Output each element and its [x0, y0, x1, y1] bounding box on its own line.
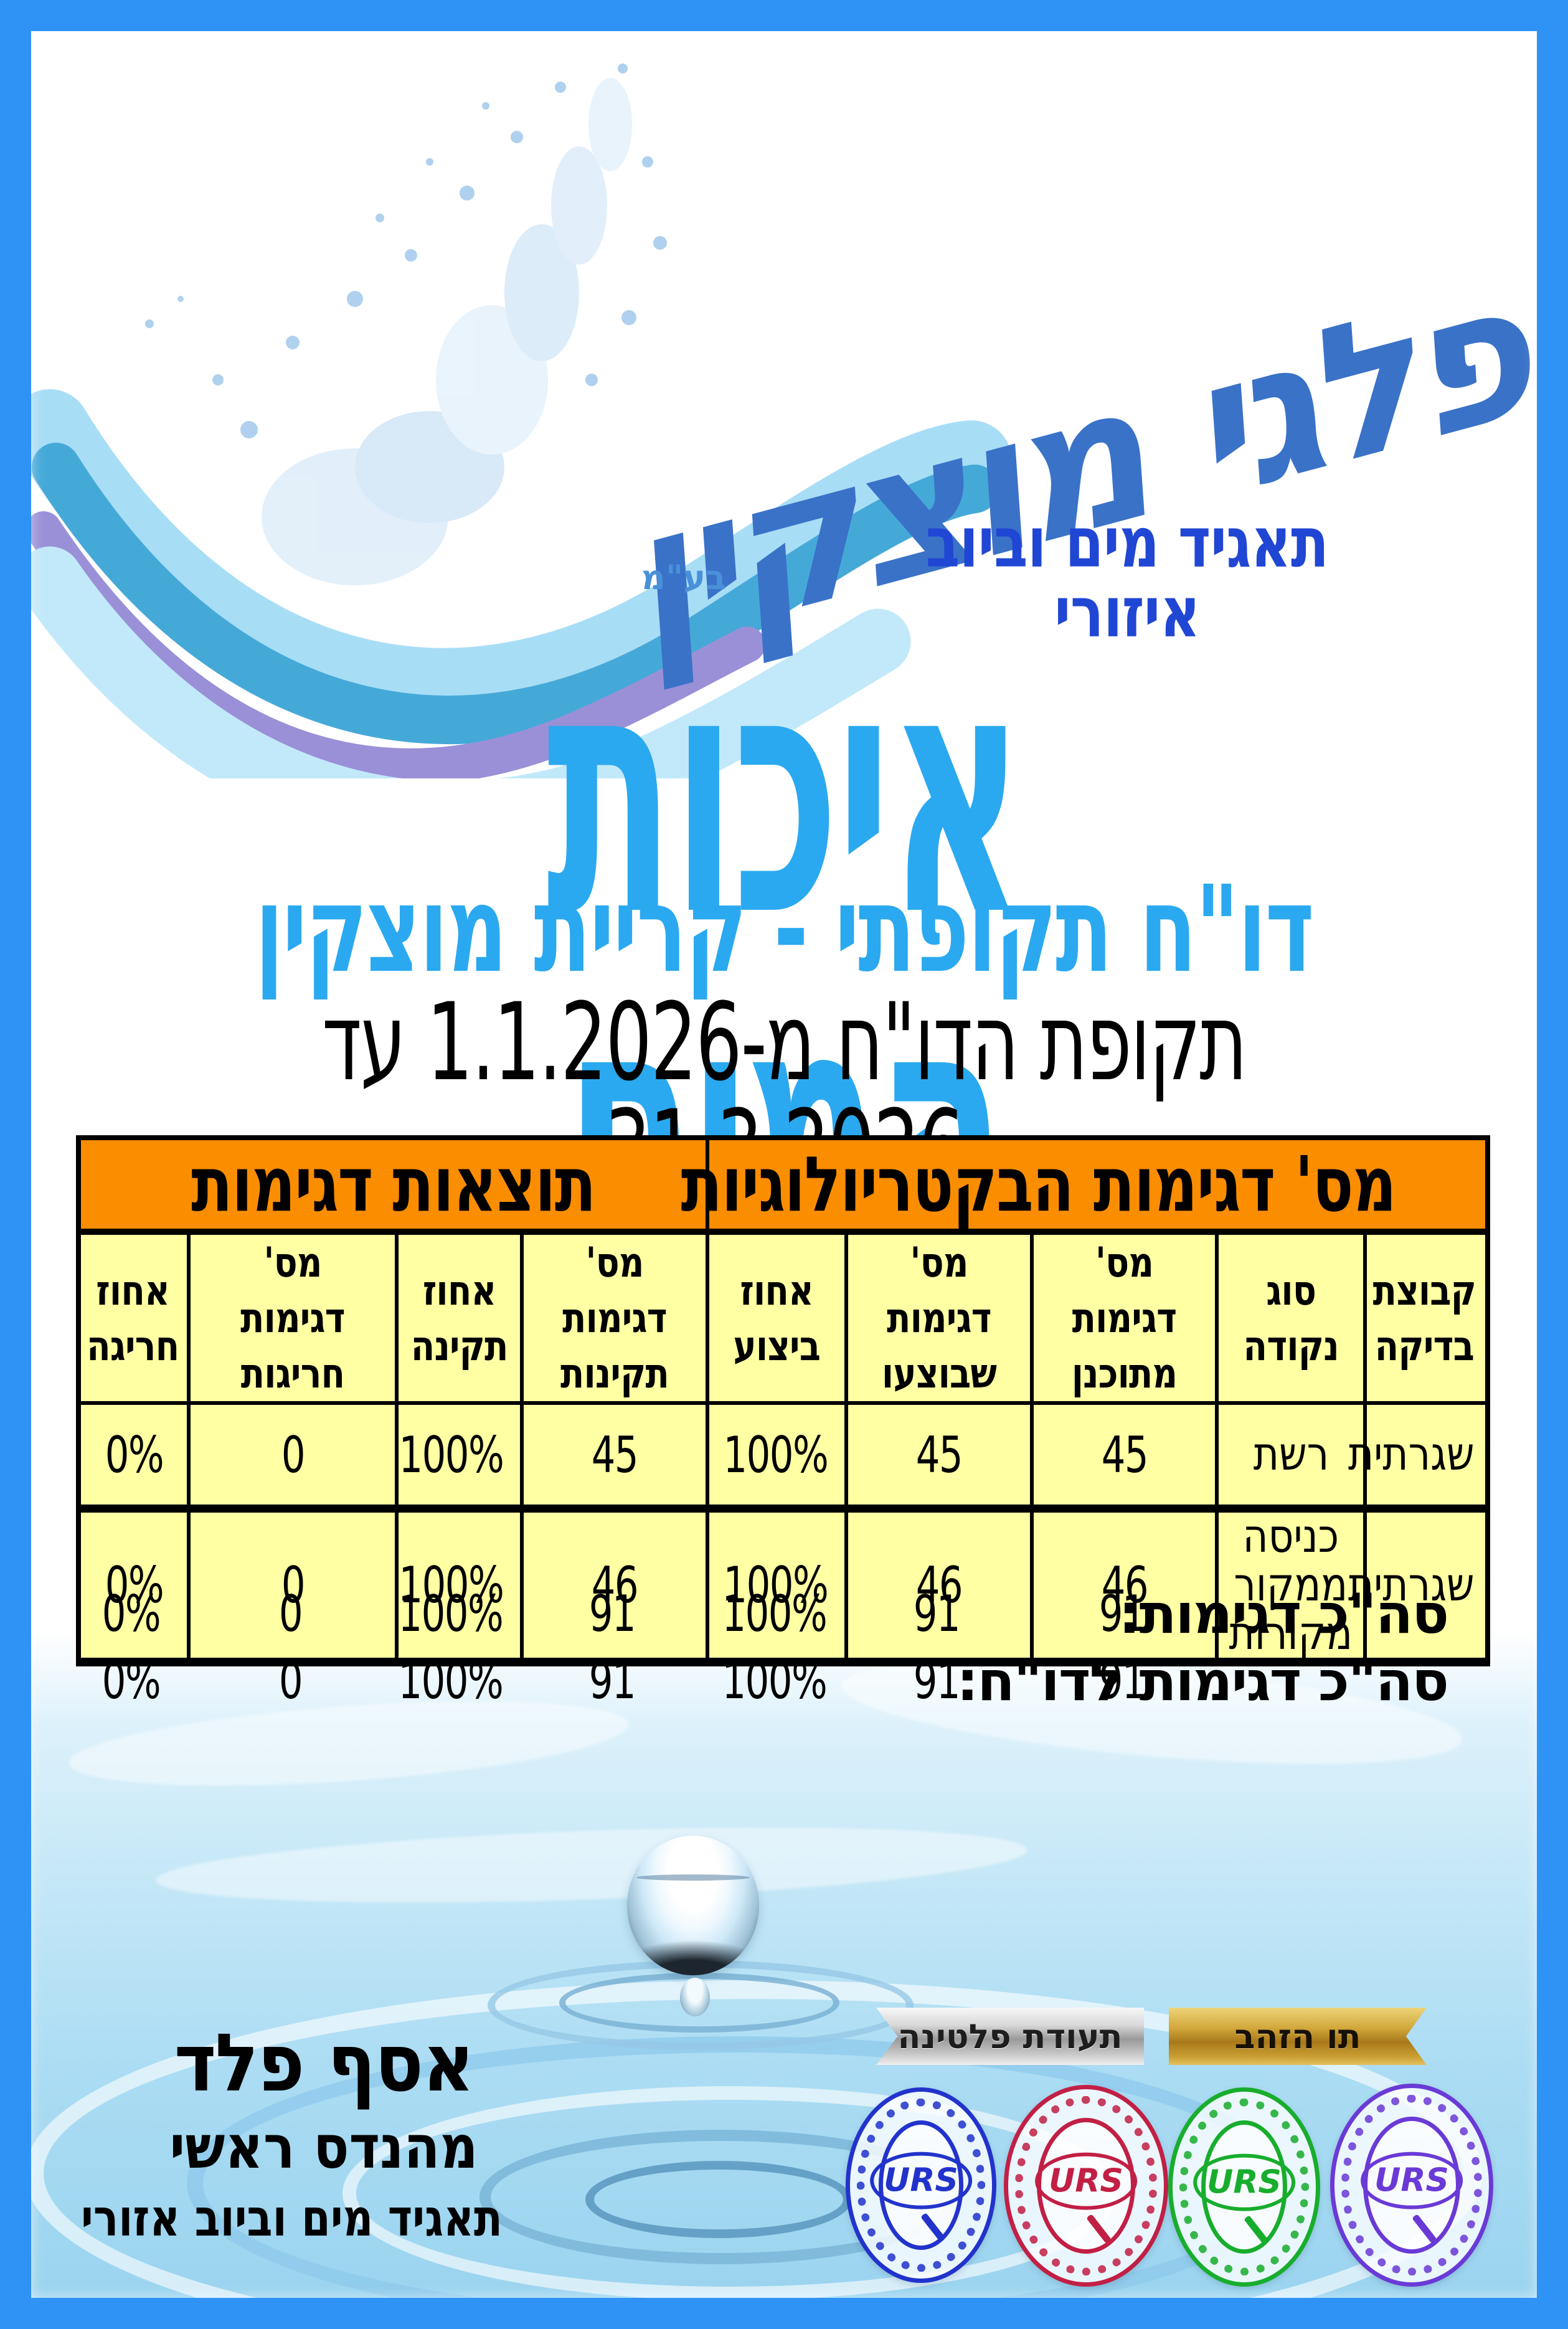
brand-tagline: תאגיד מים וביוב איזורי — [925, 503, 1329, 653]
totals-label: סה"כ דגימות: — [1118, 1582, 1449, 1646]
table-row: שגרתית רשת 45 45 100% 45 100% 0 0% — [76, 1401, 1490, 1513]
brand-suffix-text: בע"מ — [641, 558, 726, 597]
droplet-highlight — [636, 1874, 750, 1881]
urs-seal-red-icon: URS — [1004, 2085, 1168, 2287]
totals-label: סה"כ דגימות לדו"ח: — [956, 1649, 1449, 1713]
col-valid-pct: אחוז תקינה — [395, 1229, 524, 1405]
col-exceed-pct: אחוז חריגה — [76, 1229, 191, 1405]
col-exceed: מס' דגימות חריגות — [187, 1229, 399, 1405]
samples-table: מס' דגימות הבקטריולוגיות תוצאות דגימות ק… — [76, 1135, 1491, 1667]
gold-ribbon-label: תו הזהב — [1234, 2016, 1361, 2056]
urs-seal-green-icon: URS — [1168, 2087, 1320, 2287]
wave-swoosh-icon — [31, 389, 1012, 778]
water-splash-icon — [145, 64, 667, 585]
urs-seal-blue-icon: URS — [846, 2087, 996, 2283]
platinum-ribbon-label: תעודת פלטינה — [897, 2016, 1123, 2056]
signature-role: מהנדס ראשי — [169, 2112, 478, 2182]
col-point-type: סוג נקודה — [1215, 1229, 1367, 1405]
column-header-row: קבוצת בדיקה סוג נקודה מס' דגימות מתוכנן … — [76, 1229, 1490, 1405]
totals-row-samples: סה"כ דגימות: 91 91 100% 91 100% 0 0% — [76, 1582, 1485, 1646]
platinum-certificate-ribbon: תעודת פלטינה — [876, 2008, 1144, 2065]
table-row: שגרתית כניסה ממקור מקורות 46 46 100% 46 … — [76, 1506, 1490, 1667]
col-performed: מס' דגימות שבוצעו — [844, 1229, 1034, 1405]
col-test-group: קבוצת בדיקה — [1363, 1229, 1490, 1405]
signature-block: אסף פלד מהנדס ראשי תאגיד מים וביוב אזורי — [81, 2017, 542, 2248]
urs-seal-purple-icon: URS — [1330, 2084, 1493, 2287]
col-valid: מס' דגימות תקינות — [520, 1229, 710, 1405]
company-logo: פלגי מוצקין — [31, 64, 1537, 778]
signature-org: תאגיד מים וביוב אזורי — [81, 2189, 503, 2248]
droplet-tail — [680, 1978, 710, 2016]
signature-name: אסף פלד — [174, 2017, 475, 2110]
col-planned: מס' דגימות מתוכנן — [1030, 1229, 1219, 1405]
water-droplet-image — [627, 1836, 759, 1975]
totals-row-report: סה"כ דגימות לדו"ח: 91 91 100% 91 100% 0 … — [76, 1649, 1485, 1713]
col-performance-pct: אחוז ביצוע — [706, 1229, 849, 1405]
gold-mark-ribbon: תו הזהב — [1169, 2008, 1427, 2065]
group-header-bacteriological: מס' דגימות הבקטריולוגיות — [681, 1136, 1490, 1235]
group-header-results: תוצאות דגימות — [76, 1136, 710, 1235]
page-subtitle: דו"ח תקופתי - קריית מוצקין — [255, 861, 1314, 999]
